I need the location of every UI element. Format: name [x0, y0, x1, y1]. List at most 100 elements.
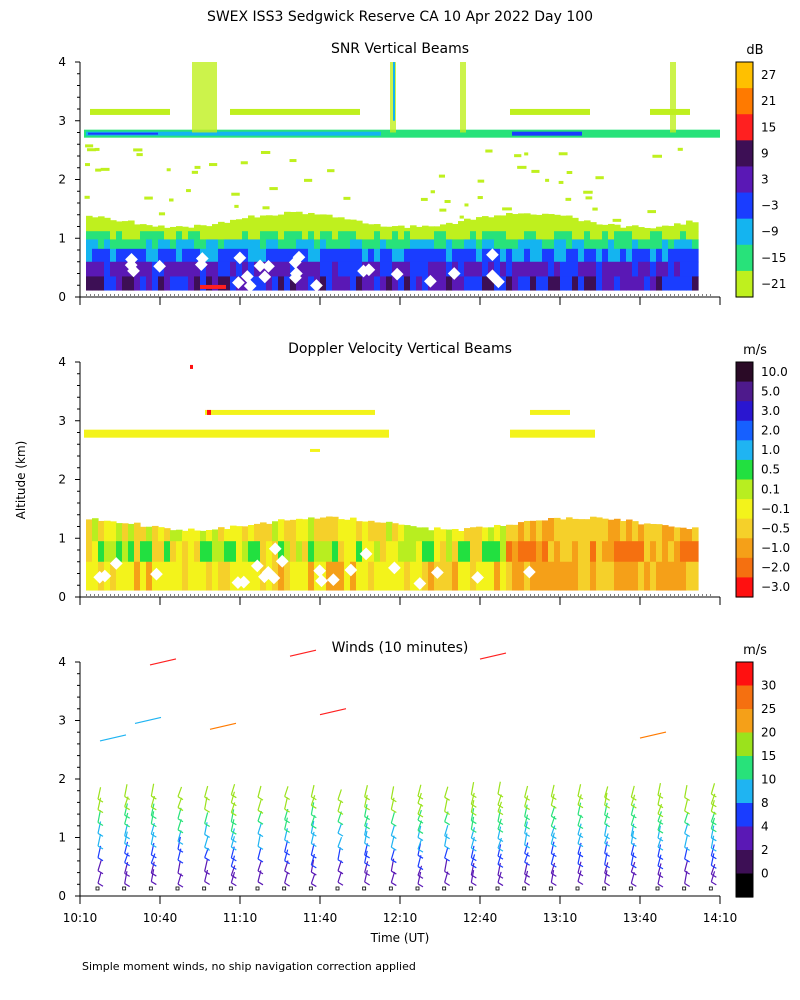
doppler-cell [650, 541, 657, 563]
snr-cell [314, 231, 321, 241]
wind-barb-flag [284, 828, 290, 833]
snr-speckle [612, 218, 622, 222]
doppler-cell [224, 541, 231, 563]
snr-cell [218, 276, 225, 291]
colorbar-label: 3 [761, 173, 769, 187]
colorbar-swatch [736, 192, 753, 220]
snr-cell [554, 261, 561, 278]
doppler-cell [146, 526, 153, 542]
wind-barb [177, 786, 183, 797]
wind-barb-flag [284, 860, 290, 865]
wind-barb-flag [284, 870, 290, 875]
snr-cell [116, 248, 123, 263]
snr-cell [656, 231, 663, 241]
snr-cell [620, 227, 627, 232]
doppler-cell [500, 525, 507, 542]
snr-cell [332, 239, 339, 250]
doppler-cell [494, 524, 501, 542]
doppler-cell [632, 521, 639, 542]
doppler-cell [170, 530, 177, 542]
snr-cell [110, 239, 117, 250]
doppler-cell [524, 541, 531, 563]
x-axis-label: Time (UT) [370, 931, 430, 945]
snr-cell [416, 261, 423, 278]
wind-barb-flag [444, 845, 450, 850]
wind-barb-flag [364, 825, 370, 830]
wind-barb-flag [604, 835, 610, 840]
x-tick-label: 12:10 [383, 911, 418, 925]
wind-barb [577, 832, 582, 844]
snr-cell [542, 231, 549, 241]
wind-barb [630, 785, 635, 798]
doppler-cell [278, 519, 285, 542]
wind-barb-flag [177, 859, 184, 864]
snr-cell [644, 231, 651, 241]
snr-cell [260, 276, 267, 291]
snr-cell [314, 214, 321, 232]
snr-cell [284, 231, 291, 241]
doppler-cell [602, 541, 609, 563]
wind-barb-flag [471, 881, 477, 887]
doppler-cell [356, 541, 363, 563]
snr-cell [380, 248, 387, 263]
snr-cell [284, 211, 291, 232]
doppler-cell [692, 561, 699, 591]
wind-barb [257, 785, 262, 798]
doppler-cell [566, 561, 573, 591]
wind-barb-flag [337, 859, 344, 864]
doppler-cell [482, 541, 489, 563]
snr-cell [314, 261, 321, 278]
snr-speckle [240, 161, 248, 165]
wind-barb [657, 825, 661, 839]
snr-cell [686, 276, 693, 291]
snr-cell [278, 248, 285, 263]
doppler-cell [242, 541, 249, 563]
doppler-cell [194, 530, 201, 542]
snr-cell [632, 239, 639, 250]
wind-barb [470, 792, 475, 805]
snr-cell [284, 248, 291, 263]
snr-cell [656, 239, 663, 250]
colorbar-swatch [736, 270, 753, 298]
wind-barb-flag [124, 842, 130, 847]
snr-cell [518, 231, 525, 241]
snr-cell [398, 248, 405, 263]
wind-barb-flag [231, 830, 237, 835]
snr-cell [332, 276, 339, 291]
wind-barb-flag [391, 870, 397, 875]
snr-hot-cell [200, 284, 226, 289]
snr-cell [440, 276, 447, 291]
wind-barb [150, 803, 155, 816]
snr-cell [542, 213, 549, 232]
wind-barb-flag [684, 832, 690, 837]
doppler-cell [140, 541, 147, 563]
snr-cell [596, 224, 603, 232]
snr-upper-layer [230, 108, 360, 115]
snr-cell [380, 276, 387, 291]
wind-barb [470, 854, 476, 865]
snr-speckle [100, 167, 110, 171]
wind-barb-flag [151, 814, 157, 819]
colorbar-label: −15 [761, 251, 786, 265]
wind-barb [230, 819, 235, 832]
snr-cell [326, 231, 333, 241]
snr-cell [374, 276, 381, 291]
wind-barb-flag [364, 816, 370, 821]
snr-cell [590, 261, 597, 278]
wind-barb [470, 808, 475, 821]
wind-barb [177, 819, 182, 830]
y-tick-label: 2 [58, 772, 66, 786]
snr-speckle [191, 170, 199, 174]
snr-cell [374, 224, 381, 232]
doppler-cell [536, 561, 543, 591]
wind-barb-flag [471, 857, 477, 862]
doppler-cell [374, 541, 381, 563]
snr-cell [368, 231, 375, 241]
y-tick-label: 1 [58, 531, 66, 545]
snr-cell [122, 231, 129, 241]
doppler-cell [662, 561, 669, 591]
doppler-cell [434, 541, 441, 563]
doppler-cell [128, 561, 135, 591]
wind-barb [630, 794, 636, 806]
